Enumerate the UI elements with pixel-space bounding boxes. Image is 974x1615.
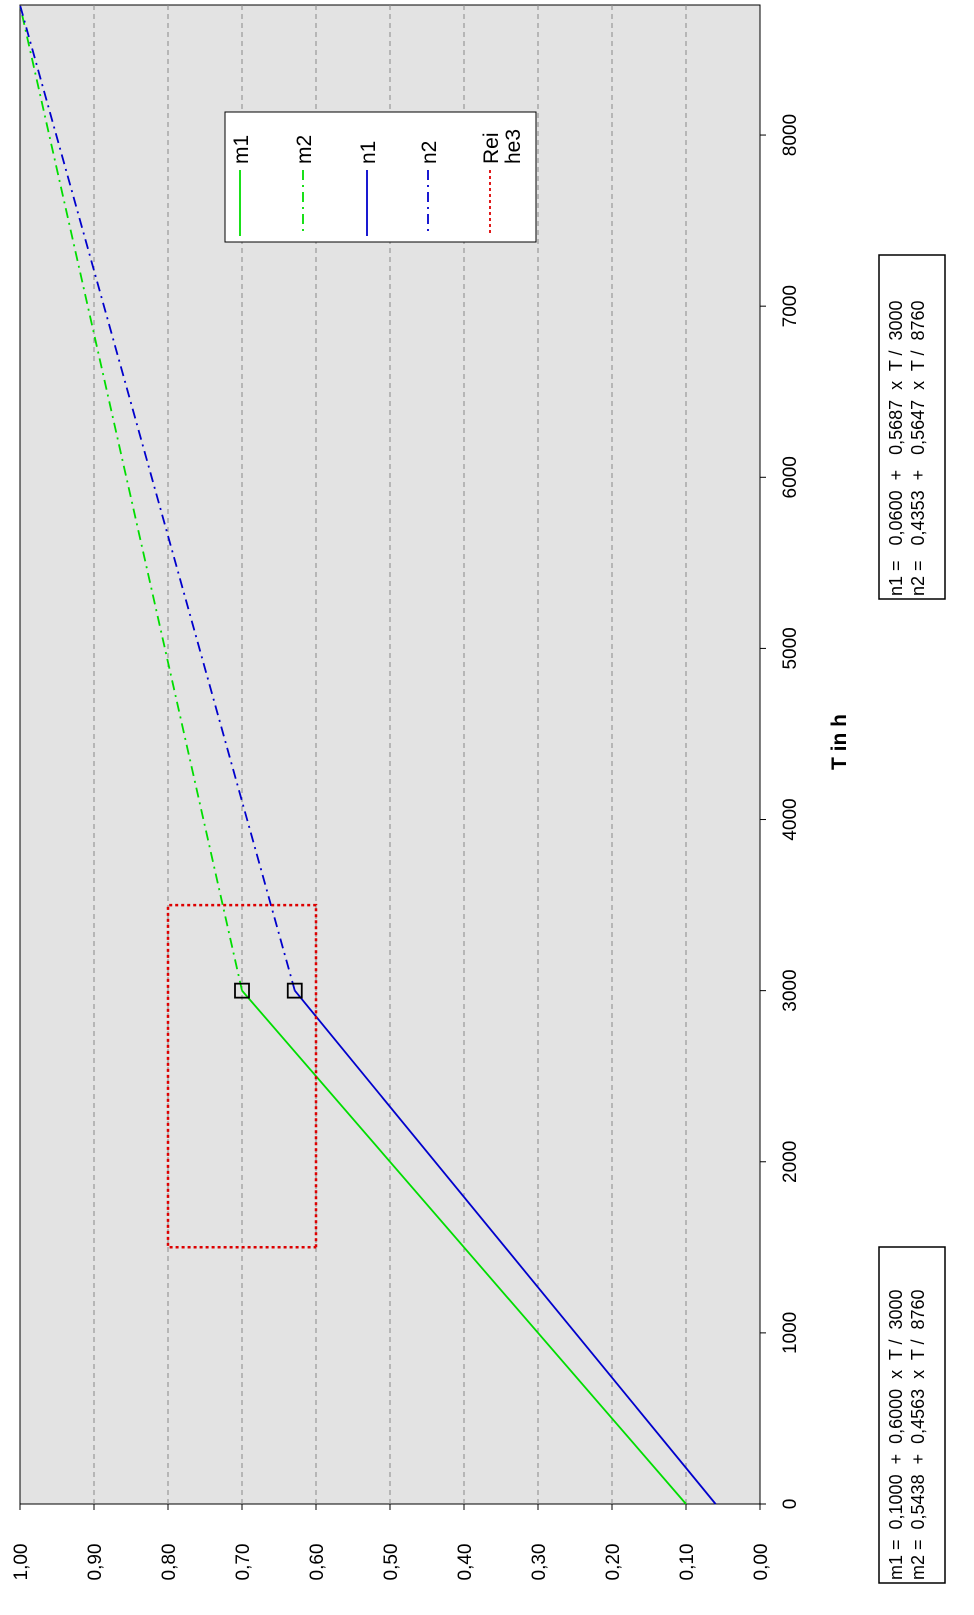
y-tick-label: 1,00 [11, 1544, 32, 1581]
x-tick-label: 1000 [780, 1312, 801, 1354]
x-tick-label: 6000 [780, 456, 801, 498]
formula-box-m: m1 = 0,1000 + 0,6000 x T / 3000 m2 = 0,5… [878, 1246, 946, 1584]
y-tick-label: 0,50 [381, 1544, 402, 1581]
legend-label: m1 [230, 135, 253, 164]
x-axis-title: T in h [828, 714, 851, 770]
legend: m1 m2 n1 n2 Rei he3 [224, 111, 537, 243]
formula-n2: n2 = 0,4353 + 0,5647 x T / 8760 [908, 300, 928, 596]
series-line-n2 [19, 4, 296, 991]
y-tick-label: 0,40 [455, 1544, 476, 1581]
y-tick-label: 0,90 [85, 1544, 106, 1581]
legend-label: n1 [357, 141, 380, 164]
legend-label: n2 [418, 141, 441, 164]
y-tick-labels: 0,00 0,10 0,20 0,30 0,40 0,50 0,60 0,70 0,80 0,90… [11, 1504, 772, 1580]
marker-point [234, 982, 250, 999]
y-tick-label: 0,10 [677, 1544, 698, 1581]
markers-group [234, 982, 303, 999]
y-tick-label: 0,20 [603, 1544, 624, 1581]
legend-label: he3 [502, 129, 525, 164]
legend-label: m2 [293, 135, 316, 164]
legend-box [224, 111, 537, 243]
series-line-n1 [294, 990, 717, 1505]
y-tick-label: 0,30 [529, 1544, 550, 1581]
x-tick-label: 2000 [780, 1141, 801, 1183]
x-tick-label: 0 [780, 1499, 801, 1510]
y-tick-label: 0,00 [751, 1544, 772, 1581]
y-tick-label: 0,80 [159, 1544, 180, 1581]
x-tick-label: 8000 [780, 114, 801, 156]
x-tick-labels: 0 1000 2000 3000 4000 5000 6000 7000 8000 [760, 114, 801, 1509]
series-line-Reihe3 [166, 903, 318, 1249]
grid-lines [93, 5, 687, 1504]
x-tick-label: 5000 [780, 627, 801, 669]
formula-box-n: n1 = 0,0600 + 0,5687 x T / 3000 n2 = 0,4… [878, 254, 946, 600]
formula-m2: m2 = 0,5438 + 0,4563 x T / 8760 [908, 1289, 928, 1580]
legend-label: Rei [480, 132, 503, 164]
y-tick-label: 0,70 [233, 1544, 254, 1581]
series-line-m2 [19, 4, 243, 991]
x-tick-label: 4000 [780, 798, 801, 840]
series-line-m1 [241, 990, 687, 1505]
formula-m1: m1 = 0,1000 + 0,6000 x T / 3000 [886, 1289, 906, 1580]
series-group [19, 4, 717, 1505]
x-tick-label: 3000 [780, 969, 801, 1011]
y-tick-label: 0,60 [307, 1544, 328, 1581]
x-tick-label: 7000 [780, 285, 801, 327]
marker-point [286, 982, 303, 999]
formula-n1: n1 = 0,0600 + 0,5687 x T / 3000 [886, 300, 906, 596]
